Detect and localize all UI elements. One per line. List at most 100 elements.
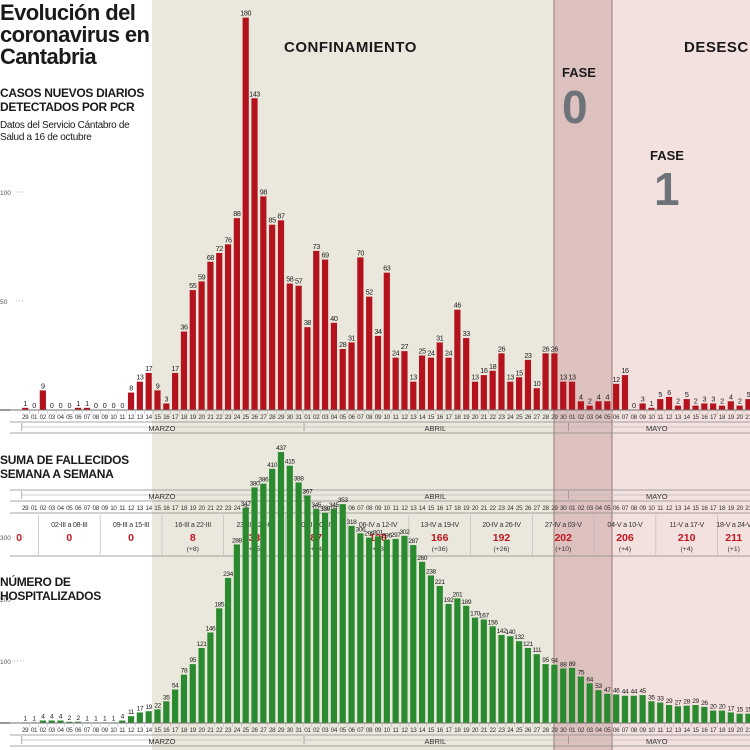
bar-value-label: 0 <box>50 401 54 410</box>
hospital-y-axis: 100 200 300 <box>0 535 24 666</box>
day-tick-label: 08 <box>631 505 638 512</box>
bar-value-label: 95 <box>542 657 549 664</box>
bar-value-label: 143 <box>249 89 260 98</box>
bar <box>674 706 681 723</box>
day-tick-label: 04 <box>331 727 338 734</box>
day-tick-label: 27 <box>260 727 267 734</box>
day-tick-label: 04 <box>57 505 64 512</box>
bar-value-label: 33 <box>657 696 664 703</box>
bar <box>498 634 505 723</box>
phase-confinamiento-label: CONFINAMIENTO <box>284 39 417 56</box>
bar-value-label: 28 <box>339 340 347 349</box>
bar-value-label: 76 <box>224 235 232 244</box>
bar-value-label: 339 <box>320 506 331 513</box>
bar <box>621 695 629 723</box>
day-tick-label: 17 <box>172 505 179 512</box>
bar <box>127 716 135 723</box>
day-tick-label: 04 <box>331 414 338 421</box>
bar <box>392 357 399 410</box>
bar-value-label: 180 <box>240 9 251 18</box>
day-tick-label: 10 <box>648 505 655 512</box>
day-tick-label: 21 <box>745 505 750 512</box>
bar <box>701 706 708 723</box>
day-tick-label: 29 <box>551 414 558 421</box>
bar-value-label: 388 <box>294 475 305 482</box>
bar-value-label: 54 <box>172 683 179 690</box>
bar-value-label: 17 <box>172 364 180 373</box>
bar <box>330 509 337 723</box>
day-tick-label: 09 <box>101 505 108 512</box>
bar <box>586 405 593 410</box>
day-tick-label: 04 <box>57 727 64 734</box>
day-tick-label: 07 <box>357 727 364 734</box>
day-tick-label: 06 <box>75 727 82 734</box>
day-tick-label: 14 <box>145 414 152 421</box>
bar-value-label: 185 <box>214 601 225 608</box>
day-tick-label: 10 <box>110 414 117 421</box>
bar <box>727 712 734 723</box>
day-tick-label: 14 <box>145 727 152 734</box>
month-label: MAYO <box>646 737 668 746</box>
day-tick-label: 26 <box>251 414 258 421</box>
day-tick-label: 15 <box>154 414 161 421</box>
bar <box>533 388 540 410</box>
bar-value-label: 20 <box>719 704 726 711</box>
bar <box>401 351 408 410</box>
day-tick-label: 11 <box>657 505 664 512</box>
bar <box>445 357 452 410</box>
day-tick-label: 19 <box>463 414 470 421</box>
bar-value-label: 23 <box>524 351 532 360</box>
day-tick-label: 15 <box>154 505 161 512</box>
bar <box>436 342 443 410</box>
bar-value-label: 94 <box>551 658 558 665</box>
bar-value-label: 73 <box>313 242 321 251</box>
y-tick-label: 100 <box>0 659 11 666</box>
bar-value-label: 111 <box>532 647 542 654</box>
week-change-label: (+36) <box>432 546 448 553</box>
bar-value-label: 1 <box>94 715 98 722</box>
day-tick-label: 13 <box>675 727 682 734</box>
day-tick-label: 19 <box>728 727 735 734</box>
bar-value-label: 3 <box>165 394 169 403</box>
day-tick-label: 11 <box>393 727 400 734</box>
bar-value-label: 0 <box>632 401 636 410</box>
bar-value-label: 15 <box>736 707 743 714</box>
day-tick-label: 06 <box>613 414 620 421</box>
week-range-label: 27-IV a 03-V <box>545 520 582 529</box>
bar <box>727 401 734 410</box>
day-tick-label: 17 <box>710 727 717 734</box>
day-tick-label: 27 <box>534 505 541 512</box>
day-tick-label: 19 <box>463 505 470 512</box>
week-range-label: 16-III a 22-III <box>175 520 212 529</box>
day-tick-label: 04 <box>57 414 64 421</box>
week-total-label: 8 <box>190 532 196 544</box>
bar-value-label: 98 <box>260 187 268 196</box>
day-tick-label: 15 <box>154 727 161 734</box>
bar <box>445 603 452 723</box>
bar-value-label: 1 <box>650 399 654 408</box>
bar <box>674 405 681 410</box>
bar <box>286 465 293 723</box>
day-tick-label: 01 <box>569 414 576 421</box>
day-tick-label: 13 <box>137 414 144 421</box>
bar-value-label: 3 <box>711 394 715 403</box>
bar-value-label: 35 <box>163 694 170 701</box>
bar-value-label: 13 <box>507 373 515 382</box>
day-tick-label: 07 <box>84 505 91 512</box>
bar-value-label: 0 <box>59 401 63 410</box>
week-total-label: 206 <box>616 532 634 544</box>
bar <box>366 296 373 410</box>
bar <box>198 647 205 723</box>
bar-value-label: 345 <box>329 502 340 509</box>
day-tick-label: 07 <box>622 414 629 421</box>
day-tick-label: 25 <box>242 727 249 734</box>
bar <box>427 357 435 410</box>
bar-value-label: 386 <box>258 477 269 484</box>
week-range-label: 02-III a 08-III <box>51 520 88 529</box>
day-tick-label: 05 <box>66 414 73 421</box>
bar-value-label: 12 <box>613 375 621 384</box>
bar-value-label: 13 <box>560 373 568 382</box>
bar <box>595 690 602 723</box>
day-tick-label: 03 <box>48 414 55 421</box>
week-range-label: 13-IV a 19-IV <box>421 520 460 529</box>
